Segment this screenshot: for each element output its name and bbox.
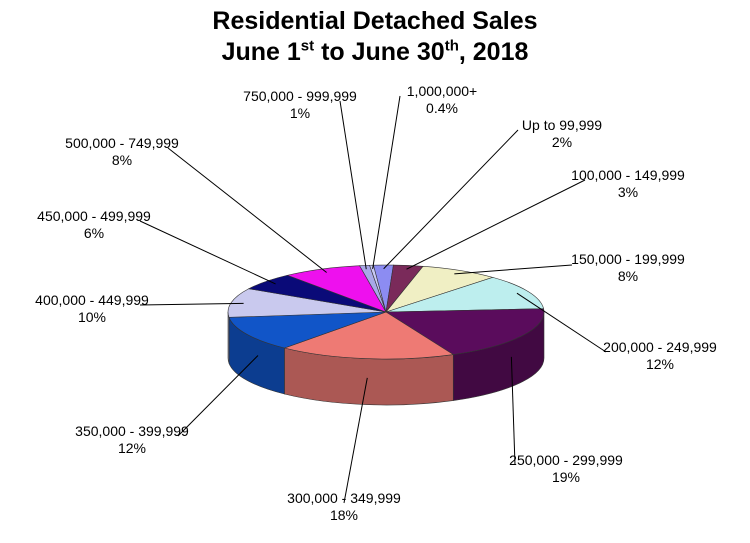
slice-percent-11: 1% [290, 105, 310, 121]
slice-percent-0: 0.4% [426, 100, 458, 116]
leader-line-1 [383, 129, 519, 270]
leader-line-8 [139, 302, 244, 306]
slice-label-10: 500,000 - 749,999 [65, 135, 179, 151]
leader-line-9 [139, 220, 276, 285]
pie-slice-4 [385, 277, 544, 313]
chart-title: Residential Detached Sales June 1st to J… [0, 6, 750, 68]
leader-line-4 [516, 292, 607, 353]
slice-percent-5: 19% [552, 469, 580, 485]
slice-percent-10: 8% [112, 152, 132, 168]
pie-sides [227, 311, 545, 406]
leader-line-10 [167, 147, 327, 273]
leader-line-5 [510, 356, 516, 466]
pie-slice-11 [359, 264, 387, 313]
slice-percent-7: 12% [118, 440, 146, 456]
slice-percent-8: 10% [78, 309, 106, 325]
title-line-1: Residential Detached Sales [212, 7, 538, 35]
slice-label-6: 300,000 - 349,999 [287, 490, 401, 506]
leader-line-6 [343, 377, 368, 504]
slice-percent-4: 12% [646, 356, 674, 372]
slice-percent-3: 8% [618, 268, 638, 284]
leader-line-11 [339, 100, 367, 270]
pie-side-8 [227, 311, 230, 364]
slice-percent-9: 6% [84, 225, 104, 241]
slice-label-9: 450,000 - 499,999 [37, 208, 151, 224]
slice-label-11: 750,000 - 999,999 [243, 88, 357, 104]
slice-label-1: Up to 99,999 [522, 117, 602, 133]
pie-top [227, 264, 545, 360]
leader-line-0 [372, 95, 401, 270]
slice-label-5: 250,000 - 299,999 [509, 452, 623, 468]
pie-slice-5 [384, 308, 545, 355]
slice-percent-2: 3% [618, 184, 638, 200]
title-line-2: June 1st to June 30th, 2018 [221, 37, 529, 66]
slice-label-4: 200,000 - 249,999 [603, 339, 717, 355]
slice-label-0: 1,000,000+ [407, 83, 477, 99]
slice-percent-1: 2% [552, 134, 572, 150]
leader-line-3 [454, 264, 573, 275]
slice-percent-6: 18% [330, 507, 358, 523]
leader-line-7 [177, 355, 259, 437]
slice-label-7: 350,000 - 399,999 [75, 423, 189, 439]
pie-slice-7 [228, 311, 387, 349]
slice-label-8: 400,000 - 449,999 [35, 292, 149, 308]
slice-label-3: 150,000 - 199,999 [571, 251, 685, 267]
leader-line-2 [406, 179, 586, 270]
slice-label-2: 100,000 - 149,999 [571, 167, 685, 183]
pie-slice-8 [227, 288, 387, 318]
pie-slice-6 [283, 311, 455, 360]
